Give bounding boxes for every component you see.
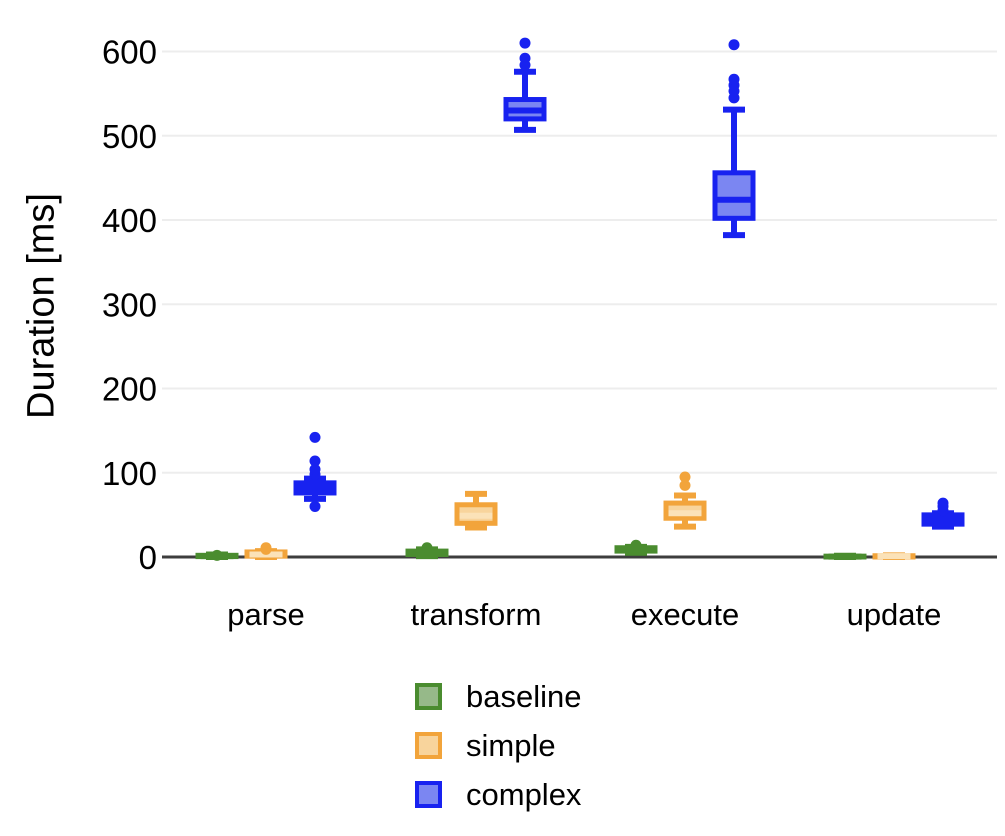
y-tick-label-300: 300 [102, 286, 157, 323]
outlier-dot-complex-transform [519, 52, 531, 64]
outlier-dot-complex-parse [309, 455, 321, 467]
outlier-dot-complex-transform [519, 37, 531, 49]
legend-item-simple: simple [415, 728, 581, 763]
y-axis-title: Duration [ms] [20, 193, 63, 419]
legend-swatch-simple [415, 732, 442, 759]
legend-label-complex: complex [466, 777, 582, 812]
outlier-dot-complex-parse [309, 463, 321, 475]
legend-label-baseline: baseline [466, 679, 582, 714]
outlier-dot-baseline-execute [630, 539, 642, 551]
legend-label-simple: simple [466, 728, 556, 763]
outlier-dot-complex-parse [309, 431, 321, 443]
x-axis-label-transform: transform [411, 597, 542, 632]
outlier-dot-simple-parse [260, 542, 272, 554]
legend-swatch-baseline [415, 683, 442, 710]
legend-item-complex: complex [415, 777, 582, 812]
outlier-dot-baseline-parse [211, 549, 223, 561]
box-complex-execute [712, 170, 756, 221]
y-tick-label-600: 600 [102, 34, 157, 71]
outlier-dot-complex-update [937, 497, 949, 509]
outlier-dot-simple-execute [679, 471, 691, 483]
legend-swatch-complex [415, 781, 442, 808]
legend: baseline simple complex [415, 679, 582, 830]
outlier-dot-simple-execute [679, 479, 691, 491]
x-axis-label-parse: parse [227, 597, 305, 632]
legend-item-baseline: baseline [415, 679, 582, 714]
y-tick-label-200: 200 [102, 371, 157, 408]
outlier-dot-baseline-transform [421, 542, 433, 554]
y-tick-label-500: 500 [102, 118, 157, 155]
y-tick-label-400: 400 [102, 202, 157, 239]
outlier-dot-complex-parse [309, 500, 321, 512]
y-tick-label-0: 0 [139, 539, 157, 576]
outlier-dot-complex-execute [728, 39, 740, 51]
outlier-dot-complex-execute [728, 73, 740, 85]
x-axis-label-update: update [847, 597, 942, 632]
y-tick-label-100: 100 [102, 455, 157, 492]
x-axis-label-execute: execute [631, 597, 740, 632]
